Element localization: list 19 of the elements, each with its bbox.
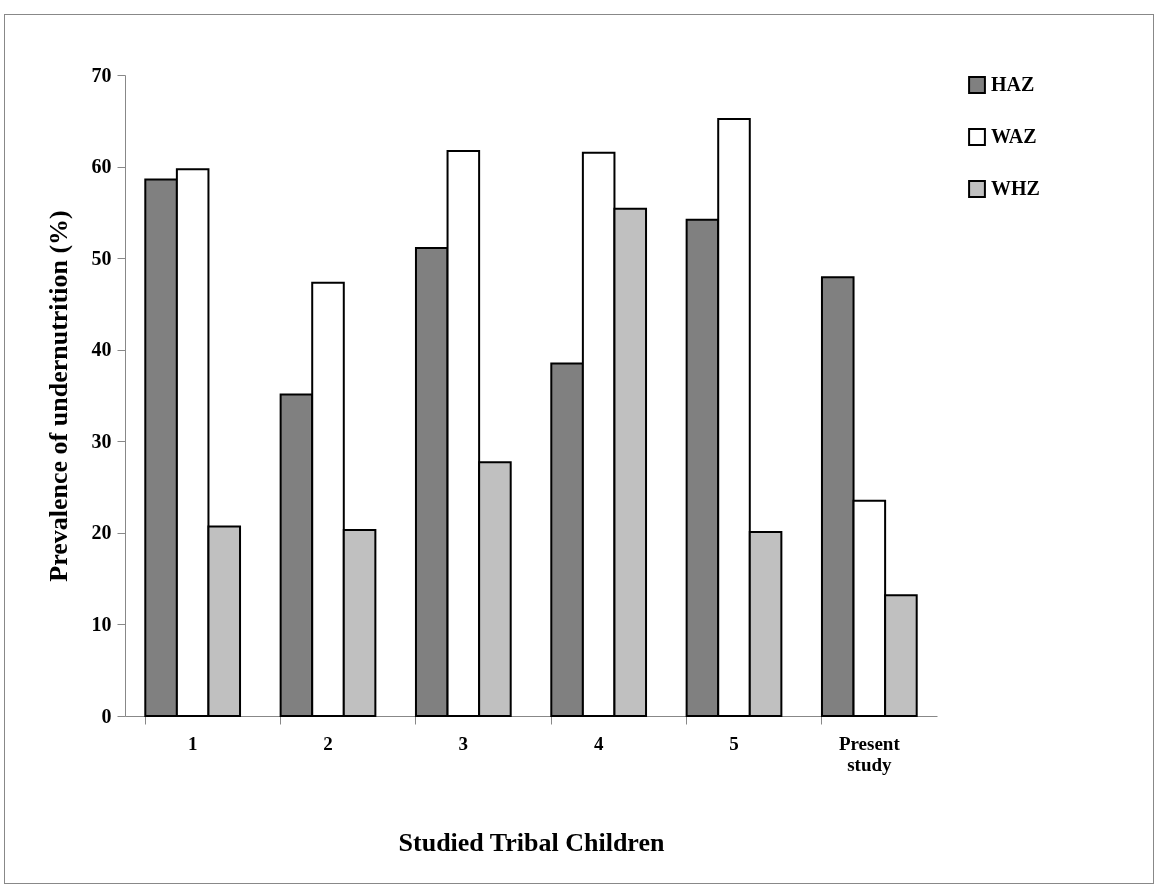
y-tick-label: 30 <box>91 429 112 452</box>
legend-label: WAZ <box>991 125 1037 147</box>
x-tick-label: 2 <box>323 732 333 754</box>
legend-label: WHZ <box>991 177 1040 199</box>
y-tick-label: 10 <box>91 612 112 635</box>
x-tick-label: 3 <box>458 732 469 754</box>
y-axis-title: Prevalence of undernutrition (%) <box>43 210 73 582</box>
x-tick-label: 1 <box>187 732 198 754</box>
y-tick-label: 50 <box>91 246 112 269</box>
x-tick-label: 5 <box>729 732 739 754</box>
legend-label: HAZ <box>991 73 1035 95</box>
x-tick-label: Present study <box>838 732 901 775</box>
x-tick-label: 4 <box>593 732 604 754</box>
y-tick-label: 20 <box>91 521 112 544</box>
y-tick-label: 40 <box>91 338 112 361</box>
y-tick-label: 60 <box>91 155 112 178</box>
x-axis-title: Studied Tribal Children <box>398 827 665 857</box>
y-tick-label: 70 <box>91 63 112 86</box>
y-tick-label: 0 <box>101 704 112 727</box>
